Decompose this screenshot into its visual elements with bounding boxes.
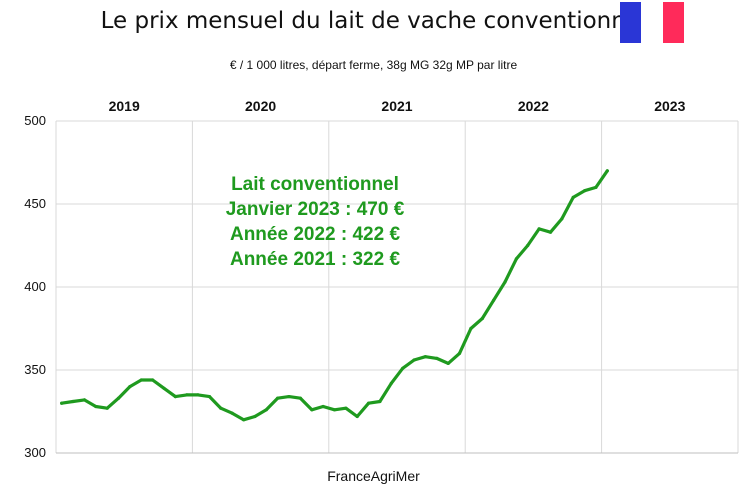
data-point [151, 378, 155, 382]
data-point [537, 227, 541, 231]
data-point [310, 408, 314, 412]
data-point [446, 361, 450, 365]
annotation-line-2: Janvier 2023 : 470 € [225, 199, 405, 220]
data-point [367, 401, 371, 405]
annotation-box: Lait conventionnel Janvier 2023 : 470 € … [195, 172, 435, 272]
data-point [571, 195, 575, 199]
y-tick-label: 350 [24, 362, 46, 377]
data-point [207, 395, 212, 399]
y-tick-label: 450 [24, 196, 46, 211]
flag-white-stripe [641, 2, 663, 43]
data-point [253, 414, 257, 419]
data-point [503, 280, 507, 284]
data-point [139, 378, 143, 382]
annotation-line-3: Année 2022 : 422 € [229, 224, 401, 245]
annotation-line-4: Année 2021 : 322 € [229, 249, 401, 270]
data-point [287, 395, 291, 399]
flag-blue-stripe [620, 2, 642, 43]
data-point [242, 418, 246, 422]
data-point [389, 381, 393, 385]
data-point [196, 393, 200, 397]
data-point [355, 414, 359, 419]
data-point [548, 230, 553, 234]
year-label: 2023 [654, 98, 685, 114]
data-point [116, 396, 121, 400]
year-label: 2019 [109, 98, 140, 114]
data-point [321, 404, 325, 409]
y-tick-label: 400 [24, 279, 46, 294]
data-point [344, 406, 348, 410]
chart-title: Le prix mensuel du lait de vache convent… [100, 8, 647, 34]
data-point [230, 411, 234, 415]
source-label: FranceAgriMer [327, 468, 420, 484]
data-point [480, 316, 484, 321]
data-point [94, 404, 98, 409]
france-flag-icon [620, 2, 684, 43]
data-point [162, 386, 166, 390]
data-point [173, 395, 177, 399]
data-point [298, 396, 302, 400]
data-point [185, 393, 189, 397]
year-label: 2020 [245, 98, 276, 114]
data-point [423, 355, 427, 359]
data-point [594, 185, 598, 189]
data-point [105, 406, 109, 410]
data-point [276, 396, 280, 400]
chart-subtitle: € / 1 000 litres, départ ferme, 38g MG 3… [229, 58, 518, 72]
data-point [583, 189, 587, 193]
data-point [560, 217, 564, 221]
data-point [457, 351, 462, 355]
data-point [332, 408, 337, 412]
y-tick-label: 500 [24, 113, 46, 128]
data-point [82, 398, 86, 402]
data-point [60, 401, 64, 405]
data-point [71, 399, 75, 404]
data-point [526, 243, 530, 248]
year-label: 2022 [518, 98, 549, 114]
data-point [412, 358, 416, 362]
data-point [469, 326, 473, 331]
data-point [401, 366, 405, 370]
data-point [264, 408, 268, 412]
year-label: 2021 [381, 98, 412, 114]
data-point [605, 169, 609, 173]
data-point [219, 406, 223, 410]
annotation-line-1: Lait conventionnel [231, 174, 399, 195]
data-point [514, 257, 519, 261]
y-tick-label: 300 [24, 445, 46, 460]
data-point [492, 298, 496, 302]
data-point [128, 385, 132, 389]
data-point [378, 399, 382, 404]
data-point [435, 356, 439, 360]
flag-red-stripe [662, 2, 684, 43]
